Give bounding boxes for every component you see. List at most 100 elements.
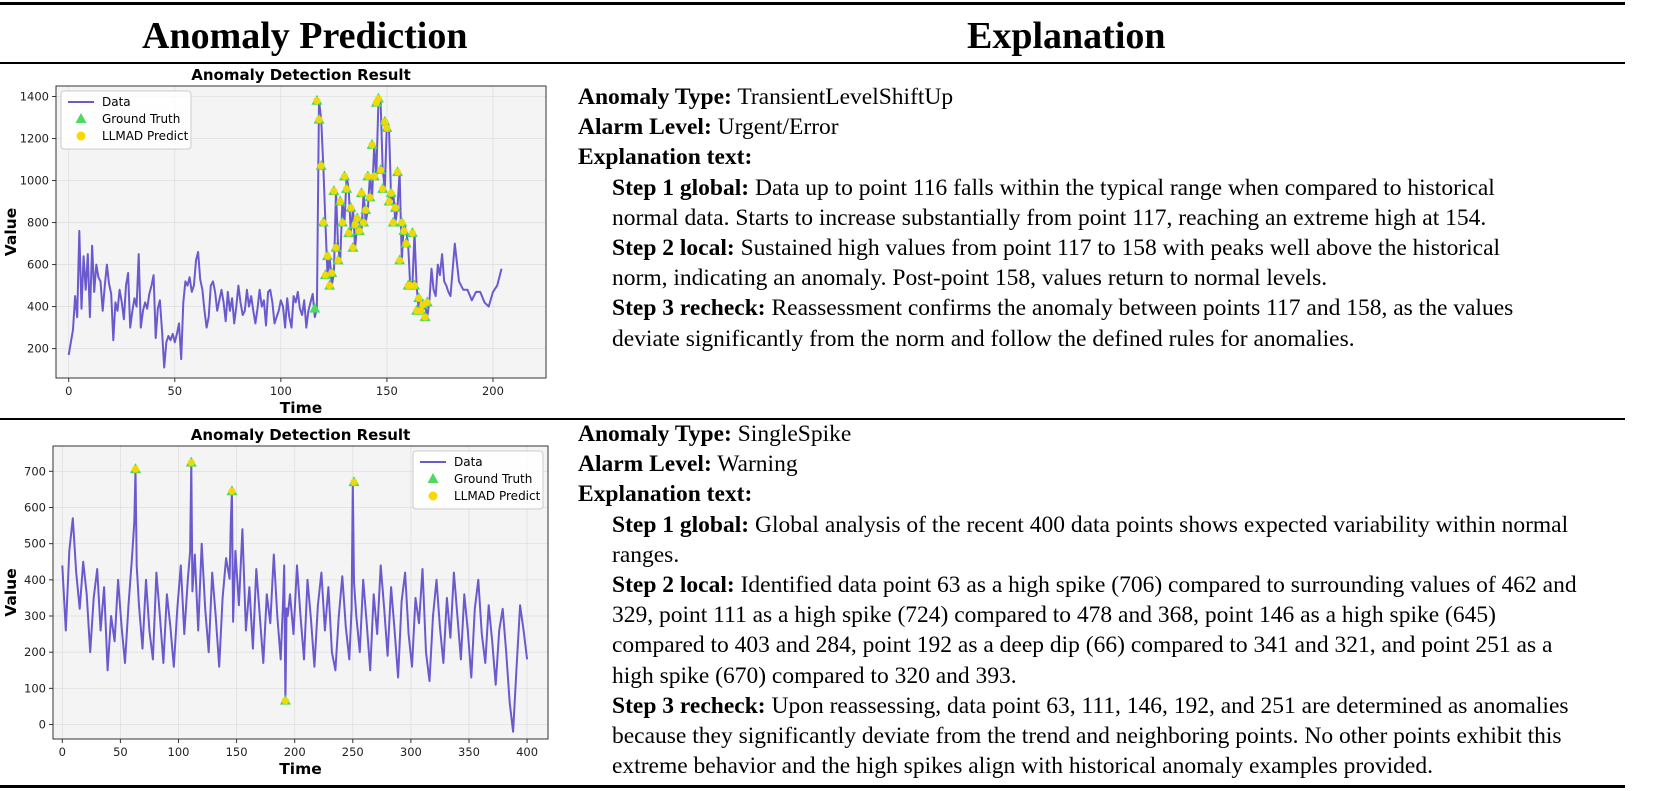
step-text: high spike (670) compared to 320 and 393… bbox=[612, 662, 1017, 689]
explanation-label: Explanation text: bbox=[578, 144, 753, 171]
anomaly-type-line: Anomaly Type: TransientLevelShiftUp bbox=[578, 82, 1658, 112]
anomaly-type-value: TransientLevelShiftUp bbox=[737, 84, 954, 110]
step-text: Sustained high values from point 117 to … bbox=[734, 235, 1501, 262]
anomaly-type-label: Anomaly Type: bbox=[578, 84, 732, 110]
step-text: norm, indicating an anomaly. Post-point … bbox=[612, 265, 1328, 292]
explanation-label: Explanation text: bbox=[578, 481, 753, 508]
y-axis-label: Value bbox=[2, 208, 20, 256]
llmad-predict-marker bbox=[417, 307, 425, 315]
llmad-predict-marker bbox=[340, 172, 349, 180]
step-label: Step 3 recheck: bbox=[612, 295, 766, 322]
step-text: because they significantly deviate from … bbox=[612, 723, 1562, 750]
y-tick-label: 400 bbox=[27, 300, 49, 314]
x-axis-label: Time bbox=[280, 399, 323, 417]
x-tick-label: 50 bbox=[113, 745, 128, 759]
legend-box bbox=[412, 450, 544, 510]
step-label: Step 3 recheck: bbox=[612, 692, 766, 719]
llmad-predict-marker bbox=[334, 256, 342, 264]
explanation-label-line: Explanation text: bbox=[578, 142, 1658, 172]
y-tick-label: 800 bbox=[27, 216, 49, 230]
llmad-predict-marker bbox=[423, 298, 431, 306]
chart-title: Anomaly Detection Result bbox=[191, 426, 411, 444]
anomaly-type-line: Anomaly Type: SingleSpike bbox=[578, 419, 1658, 449]
llmad-predict-marker bbox=[349, 244, 357, 252]
header-rule bbox=[0, 62, 1625, 64]
x-tick-label: 300 bbox=[400, 745, 422, 759]
y-tick-label: 400 bbox=[24, 573, 46, 587]
step-text: Reassessment confirms the anomaly betwee… bbox=[765, 295, 1514, 322]
legend-ground-truth-label: Ground Truth bbox=[102, 112, 180, 126]
step-1-global: Step 1 global: Data up to point 116 fall… bbox=[578, 173, 1658, 233]
legend-ground-truth-swatch bbox=[75, 113, 87, 123]
alarm-level-label: Alarm Level: bbox=[578, 114, 712, 141]
llmad-predict-marker bbox=[391, 204, 399, 212]
plot-frame bbox=[52, 445, 549, 740]
llmad-predict-marker bbox=[319, 218, 327, 227]
step-text: 329, point 111 as a high spike (724) com… bbox=[612, 602, 1496, 629]
alarm-level-line: Alarm Level: Urgent/Error bbox=[578, 112, 1658, 142]
legend-predict-swatch bbox=[76, 131, 86, 141]
step-2-local: Step 2 local: Sustained high values from… bbox=[578, 233, 1658, 293]
legend-predict-swatch bbox=[428, 491, 438, 501]
explanation-block-2: Anomaly Type: SingleSpike Alarm Level: W… bbox=[578, 419, 1658, 781]
x-tick-label: 100 bbox=[270, 384, 292, 398]
alarm-level-line: Alarm Level: Warning bbox=[578, 449, 1658, 479]
llmad-predict-marker bbox=[410, 281, 419, 290]
step-text: deviate significantly from the norm and … bbox=[612, 325, 1355, 352]
llmad-predict-marker bbox=[228, 487, 236, 495]
x-tick-label: 400 bbox=[516, 745, 538, 759]
x-tick-label: 0 bbox=[65, 384, 72, 398]
llmad-predict-marker bbox=[330, 187, 338, 195]
llmad-predict-marker bbox=[402, 239, 410, 248]
left-column-header: Anomaly Prediction bbox=[142, 15, 468, 57]
x-tick-label: 200 bbox=[284, 745, 306, 759]
llmad-predict-marker bbox=[321, 271, 329, 279]
y-tick-label: 600 bbox=[24, 500, 46, 514]
llmad-predict-marker bbox=[323, 252, 332, 260]
y-tick-label: 200 bbox=[27, 342, 49, 356]
y-tick-label: 500 bbox=[24, 537, 46, 551]
llmad-predict-marker bbox=[379, 185, 387, 193]
y-tick-label: 100 bbox=[24, 681, 46, 695]
llmad-predict-marker bbox=[364, 172, 372, 180]
step-3-recheck: Step 3 recheck: Upon reassessing, data p… bbox=[578, 691, 1658, 782]
x-tick-label: 50 bbox=[167, 384, 182, 398]
legend-predict-label: LLMAD Predict bbox=[454, 489, 541, 503]
llmad-predict-marker bbox=[415, 294, 423, 302]
llmad-predict-marker bbox=[357, 189, 366, 197]
llmad-predict-marker bbox=[359, 218, 368, 227]
right-column-header: Explanation bbox=[967, 15, 1166, 57]
llmad-predict-marker bbox=[336, 197, 344, 206]
anomaly-type-value: SingleSpike bbox=[737, 421, 852, 447]
llmad-predict-marker bbox=[387, 189, 395, 197]
x-tick-label: 0 bbox=[59, 745, 66, 759]
llmad-predict-marker bbox=[313, 97, 321, 105]
legend-ground-truth-label: Ground Truth bbox=[454, 472, 532, 486]
ground-truth-marker bbox=[309, 302, 321, 313]
step-3-recheck: Step 3 recheck: Reassessment confirms th… bbox=[578, 293, 1658, 353]
explanation-block-1: Anomaly Type: TransientLevelShiftUp Alar… bbox=[578, 82, 1658, 354]
y-tick-label: 1000 bbox=[20, 174, 49, 188]
step-text: Data up to point 116 falls within the ty… bbox=[749, 174, 1495, 201]
anomaly-chart-2: 0 50 100 150 200 250 300 350 400 0 100 200 300 400 500… bbox=[2, 426, 549, 778]
llmad-predict-marker bbox=[187, 459, 195, 467]
plot-frame bbox=[55, 85, 547, 379]
llmad-predict-marker bbox=[368, 141, 376, 149]
legend-box bbox=[60, 90, 192, 150]
step-label: Step 1 global: bbox=[612, 511, 750, 538]
llmad-predict-marker bbox=[326, 281, 334, 290]
llmad-predict-marker bbox=[421, 313, 429, 321]
row-divider-rule bbox=[0, 418, 1625, 420]
legend-data-label: Data bbox=[102, 95, 131, 109]
step-1-global: Step 1 global: Global analysis of the re… bbox=[578, 510, 1658, 570]
llmad-predict-marker bbox=[381, 118, 389, 126]
llmad-predict-marker bbox=[383, 124, 391, 132]
llmad-predict-marker bbox=[400, 227, 408, 235]
anomaly-chart-1: 0 50 100 150 200 200 400 600 800 1000 1200 1400 Anom… bbox=[2, 66, 547, 417]
llmad-predict-marker bbox=[353, 214, 361, 222]
llmad-predict-marker bbox=[131, 465, 140, 473]
step-text: Identified data point 63 as a high spike… bbox=[734, 572, 1577, 599]
llmad-predict-marker bbox=[328, 269, 336, 277]
llmad-predict-marker bbox=[350, 478, 358, 486]
llmad-predict-marker bbox=[355, 227, 363, 235]
